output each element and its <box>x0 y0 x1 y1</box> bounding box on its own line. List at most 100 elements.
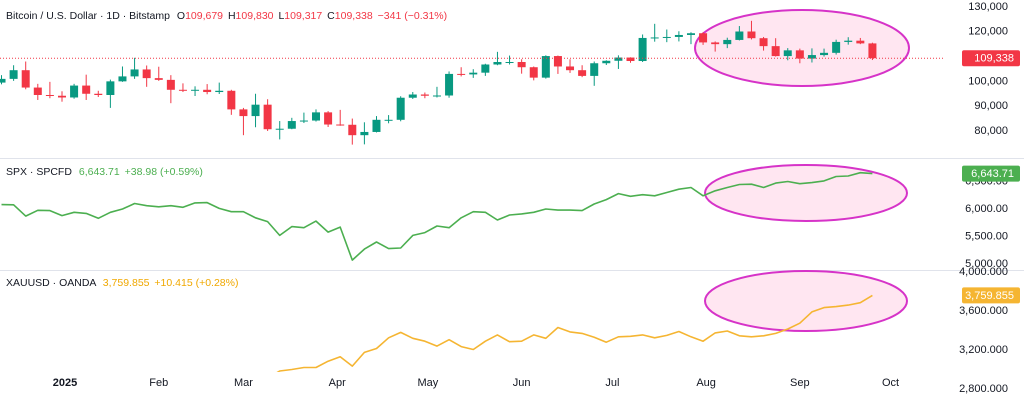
highlight-ellipse <box>704 164 908 222</box>
candle-body <box>106 81 115 95</box>
price-tag <box>962 287 1020 304</box>
candle-body <box>638 37 647 62</box>
candle-body <box>505 62 514 64</box>
candle-body <box>820 52 829 56</box>
y-tick-label: 90,000 <box>974 100 1008 112</box>
candle-body <box>650 37 659 39</box>
y-tick-label: 100,000 <box>968 75 1008 87</box>
candle-body <box>191 89 200 91</box>
candle-body <box>832 41 841 53</box>
candle-body <box>178 89 187 91</box>
candle-body <box>384 119 393 121</box>
candle-body <box>747 31 756 39</box>
candle-body <box>783 50 792 57</box>
candle-body <box>118 76 127 82</box>
candle-body <box>699 33 708 43</box>
y-tick-label: 5,500.00 <box>965 230 1008 242</box>
ohlc-value: 109,830 <box>236 10 274 22</box>
candle-body <box>795 50 804 59</box>
x-tick-label: Apr <box>329 377 346 389</box>
candle-body <box>372 119 381 132</box>
x-tick-label: Aug <box>696 377 716 389</box>
candle-body <box>142 69 151 79</box>
candle-body <box>517 62 526 68</box>
highlight-ellipse <box>694 9 910 87</box>
candle-body <box>674 34 683 37</box>
x-tick-label: Jun <box>513 377 531 389</box>
candle-body <box>771 46 780 57</box>
highlight-ellipse <box>704 270 908 332</box>
candle-body <box>299 120 308 122</box>
candle-body <box>602 60 611 64</box>
candle-body <box>686 33 695 35</box>
price-tag <box>962 50 1020 67</box>
ohlc-key: H <box>228 10 236 22</box>
candle-body <box>614 57 623 61</box>
candle-body <box>408 94 417 98</box>
candle-body <box>626 57 635 62</box>
candle-body <box>807 55 816 59</box>
x-tick-label: 2025 <box>53 377 77 389</box>
candle-body <box>45 94 54 96</box>
candle-body <box>529 67 538 78</box>
x-tick-label: Feb <box>149 377 168 389</box>
ohlc-value: 109,317 <box>284 10 322 22</box>
candle-body <box>275 128 284 130</box>
candle-body <box>578 70 587 76</box>
candle-body <box>33 87 42 95</box>
y-tick-label: 5,000.00 <box>965 258 1008 270</box>
candle-body <box>420 94 429 96</box>
ohlc-key: C <box>327 10 335 22</box>
candle-body <box>70 85 79 98</box>
x-tick-label: Mar <box>234 377 253 389</box>
candle-body <box>312 112 321 121</box>
candle-body <box>227 90 236 110</box>
candle-body <box>541 56 550 78</box>
candle-body <box>469 72 478 75</box>
candle-body <box>493 62 502 65</box>
candle-body <box>324 112 333 125</box>
candle-body <box>57 95 66 98</box>
symbol-title: Bitcoin / U.S. Dollar · 1D · Bitstamp <box>6 10 170 22</box>
candle-body <box>662 36 671 38</box>
legend-header: XAUUSD · OANDA 3,759.855 +10.415 (+0.28%… <box>6 277 238 289</box>
candle-body <box>154 78 163 80</box>
candle-body <box>868 43 877 59</box>
price-tag <box>962 165 1020 182</box>
price-tag-label: 6,643.71 <box>971 168 1014 180</box>
candle-body <box>287 121 296 129</box>
candle-body <box>263 104 272 130</box>
candle-body <box>21 70 30 88</box>
ohlc-value: 109,679 <box>185 10 223 22</box>
candle-body <box>432 95 441 97</box>
series-line <box>1 171 873 261</box>
candle-body <box>0 78 6 83</box>
ohlc-key: L <box>278 10 284 22</box>
price-tag-label: 109,338 <box>974 53 1014 65</box>
y-tick-label: 3,200.000 <box>959 344 1008 356</box>
legend-header: SPX · SPCFD 6,643.71 +38.98 (+0.59%) <box>6 166 203 178</box>
candle-body <box>457 73 466 75</box>
candle-body <box>735 31 744 40</box>
candle-body <box>251 104 260 117</box>
candle-body <box>203 89 212 93</box>
x-tick-label: May <box>418 377 439 389</box>
last-value: 3,759.855 <box>103 277 150 289</box>
candle-body <box>9 70 18 79</box>
price-tag-label: 3,759.855 <box>965 290 1014 302</box>
candle-body <box>360 131 369 136</box>
ohlc-key: O <box>177 10 185 22</box>
candle-body <box>215 90 224 93</box>
candle-body <box>348 124 357 136</box>
symbol-title: XAUUSD · OANDA <box>6 277 96 289</box>
candle-body <box>566 66 575 71</box>
y-tick-label: 4,000.000 <box>959 266 1008 278</box>
candle-body <box>396 97 405 120</box>
symbol-title: SPX · SPCFD <box>6 166 72 178</box>
x-tick-label: Sep <box>790 377 810 389</box>
candle-body <box>94 93 103 95</box>
y-tick-label: 80,000 <box>974 125 1008 137</box>
y-tick-label: 130,000 <box>968 1 1008 13</box>
x-tick-label: Oct <box>882 377 899 389</box>
